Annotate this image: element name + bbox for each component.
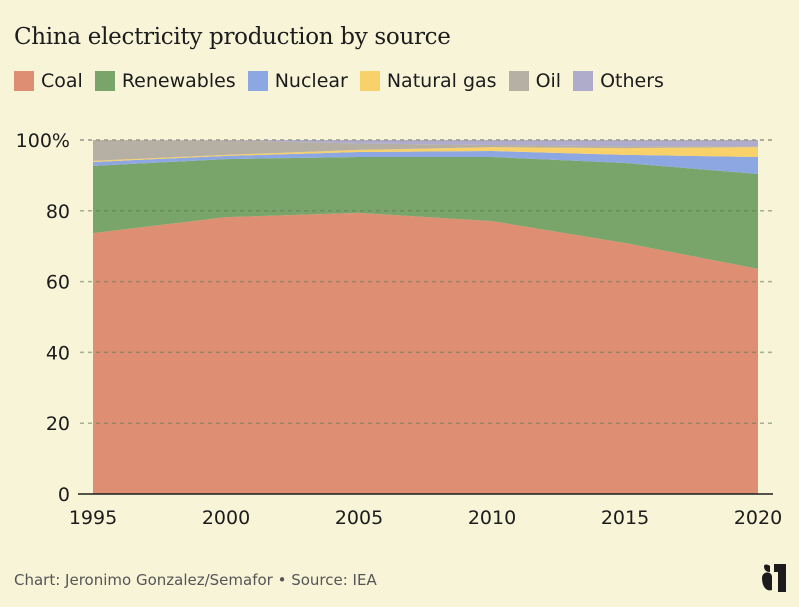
legend-label: Others [600, 70, 664, 92]
legend-label: Renewables [121, 70, 236, 92]
legend-label: Coal [41, 70, 83, 92]
y-tick-label: 100% [16, 130, 70, 152]
legend-item-natural-gas: Natural gas [359, 70, 497, 92]
legend-item-coal: Coal [14, 70, 83, 92]
y-tick-label: 60 [46, 272, 70, 294]
legend-label: Natural gas [386, 70, 497, 92]
legend-item-renewables: Renewables [94, 70, 236, 92]
legend-swatch [573, 71, 594, 91]
x-tick-label: 2010 [468, 507, 516, 529]
legend-swatch [94, 71, 115, 91]
y-tick-label: 20 [46, 413, 70, 435]
area-coal [93, 212, 758, 494]
y-tick-label: 40 [46, 342, 70, 364]
area-nuclear [93, 150, 758, 174]
legend-item-oil: Oil [508, 70, 562, 92]
legend-swatch [247, 71, 268, 91]
legend-label: Nuclear [274, 70, 348, 92]
x-tick-label: 2000 [202, 507, 250, 529]
legend-swatch [359, 71, 380, 91]
area-others [93, 140, 758, 147]
area-renewables [93, 156, 758, 269]
y-tick-label: 80 [46, 201, 70, 223]
x-tick-label: 1995 [69, 507, 117, 529]
x-tick-label: 2015 [601, 507, 649, 529]
legend-swatch [508, 71, 529, 91]
y-tick-label: 0 [58, 484, 70, 506]
area-natural-gas [93, 147, 758, 162]
source-credit: Chart: Jeronimo Gonzalez/Semafor • Sourc… [14, 571, 377, 589]
legend-item-others: Others [573, 70, 664, 92]
semafor-logo-icon [762, 564, 786, 592]
chart-title: China electricity production by source [14, 24, 451, 50]
legend-label: Oil [535, 70, 562, 92]
x-tick-label: 2020 [734, 507, 782, 529]
legend: Coal Renewables Nuclear Natural gas Oil Other… [14, 70, 676, 92]
x-tick-label: 2005 [335, 507, 383, 529]
legend-swatch [14, 71, 34, 91]
legend-item-nuclear: Nuclear [247, 70, 348, 92]
area-oil [93, 140, 758, 161]
